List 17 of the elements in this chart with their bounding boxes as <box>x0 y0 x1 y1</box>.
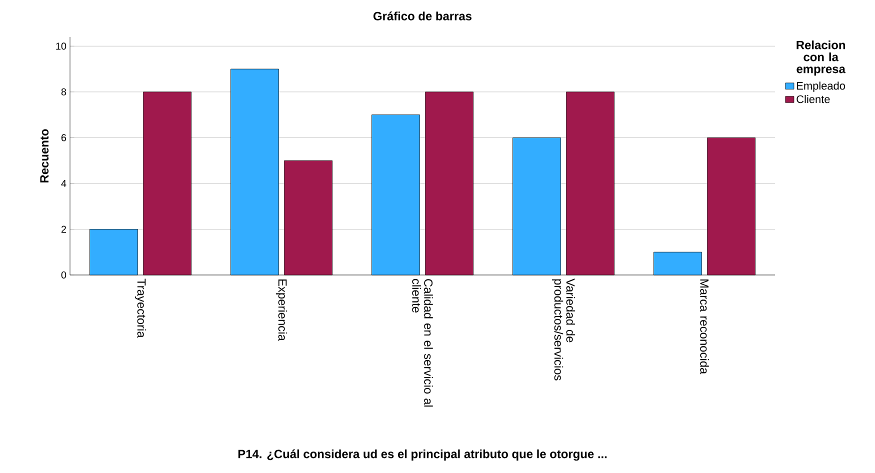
legend-label: Cliente <box>796 95 830 104</box>
y-tick-label: 8 <box>61 88 66 96</box>
x-axis-title: P14. ¿Cuál considera ud es el principal atributo que le otorgue ... <box>238 449 607 461</box>
x-tick-label: Trayectoria <box>134 278 146 338</box>
x-tick-label: Calidad en el servicio al cliente <box>412 279 433 407</box>
chart-title: Gráfico de barras <box>373 11 472 20</box>
y-tick-label: 4 <box>61 180 66 187</box>
x-tick-label: Marca reconocida <box>700 279 709 374</box>
y-tick-label: 2 <box>61 226 66 233</box>
legend-title: Relacion con la empresa <box>796 40 846 76</box>
y-axis-title: Recuento <box>40 129 49 182</box>
y-tick-label: 6 <box>61 134 66 142</box>
y-tick-label: 0 <box>61 271 66 279</box>
x-tick-label: Variedad de productos/servicios <box>552 278 576 380</box>
x-tick-label: Experiencia <box>276 279 288 341</box>
y-tick-label: 10 <box>56 42 66 50</box>
legend-label: Empleado <box>797 82 846 92</box>
